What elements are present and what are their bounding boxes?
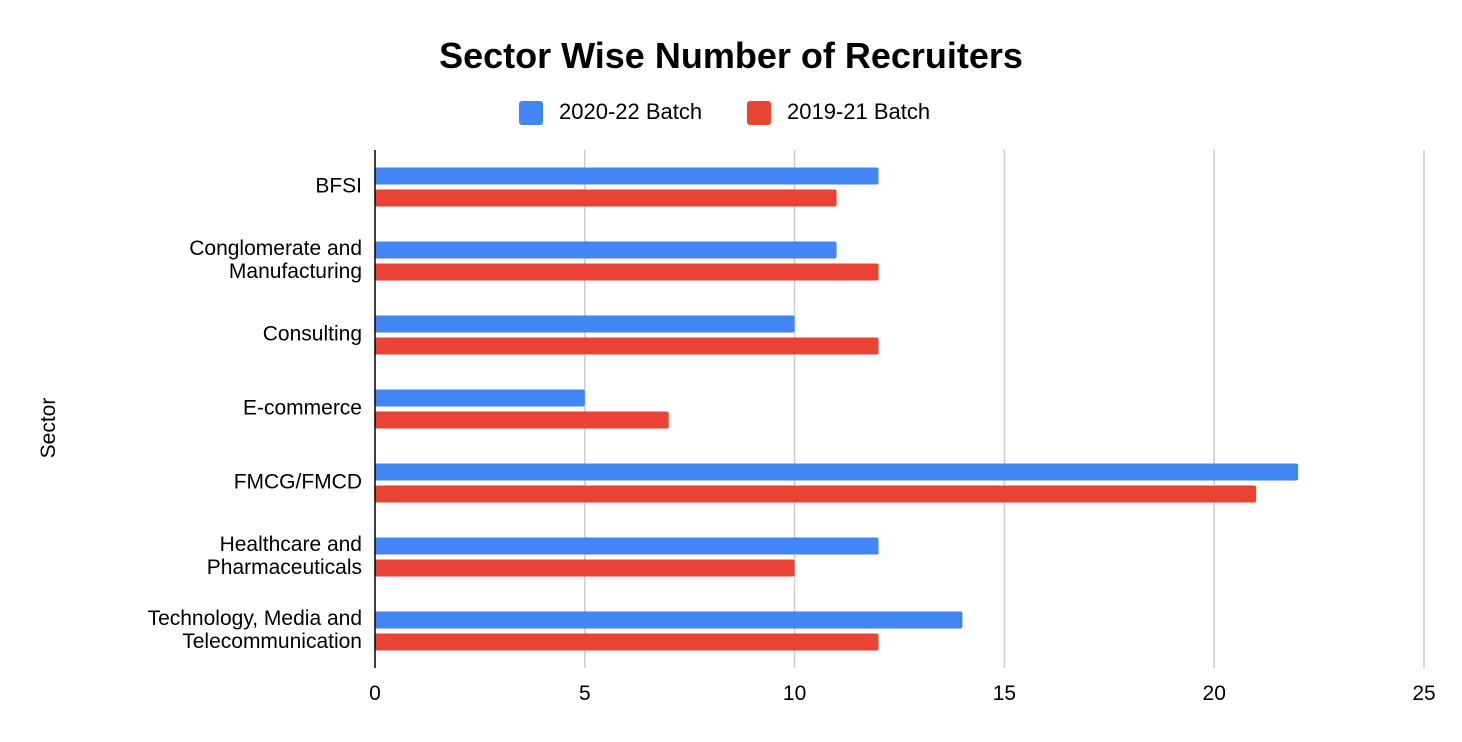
x-axis-ticks: 0 5 10 15 20 25 bbox=[369, 682, 1436, 705]
y-category-label: BFSI bbox=[315, 175, 362, 198]
x-tick-label: 15 bbox=[993, 682, 1016, 705]
x-tick-label: 25 bbox=[1412, 682, 1435, 705]
bar-series-1 bbox=[375, 167, 879, 185]
x-tick-label: 5 bbox=[579, 682, 591, 705]
y-category-label: E-commerce bbox=[243, 397, 362, 420]
x-tick-label: 10 bbox=[783, 682, 806, 705]
y-category-label: Healthcare and bbox=[220, 533, 362, 556]
bar-series-2 bbox=[375, 485, 1257, 503]
bar-series-2 bbox=[375, 337, 879, 355]
y-category-label: Conglomerate and bbox=[189, 237, 362, 260]
bar-series-2 bbox=[375, 559, 795, 577]
legend-label: 2020-22 Batch bbox=[559, 99, 702, 124]
chart-title: Sector Wise Number of Recruiters bbox=[439, 35, 1023, 76]
y-axis-title: Sector bbox=[37, 398, 60, 459]
bar-series-1 bbox=[375, 537, 879, 555]
bar-series-1 bbox=[375, 315, 795, 333]
bar-series-2 bbox=[375, 263, 879, 281]
legend-label: 2019-21 Batch bbox=[787, 99, 930, 124]
y-category-label: Telecommunication bbox=[182, 630, 362, 653]
bar-series-2 bbox=[375, 411, 669, 429]
y-category-label: Manufacturing bbox=[229, 260, 362, 283]
y-category-label: Technology, Media and bbox=[148, 607, 362, 630]
bar-series-2 bbox=[375, 189, 837, 207]
gridlines bbox=[584, 150, 1425, 668]
y-category-label: Pharmaceuticals bbox=[207, 556, 362, 579]
legend-swatch bbox=[519, 101, 543, 125]
bars bbox=[375, 167, 1299, 651]
y-category-label: FMCG/FMCD bbox=[234, 471, 362, 494]
legend-swatch bbox=[747, 101, 771, 125]
bar-series-1 bbox=[375, 611, 963, 629]
bar-series-2 bbox=[375, 633, 879, 651]
x-tick-label: 0 bbox=[369, 682, 381, 705]
bar-series-1 bbox=[375, 389, 585, 407]
y-category-label: Consulting bbox=[263, 323, 362, 346]
bar-series-1 bbox=[375, 463, 1299, 481]
x-tick-label: 20 bbox=[1203, 682, 1226, 705]
legend: 2020-22 Batch 2019-21 Batch bbox=[519, 99, 930, 125]
bar-series-1 bbox=[375, 241, 837, 259]
